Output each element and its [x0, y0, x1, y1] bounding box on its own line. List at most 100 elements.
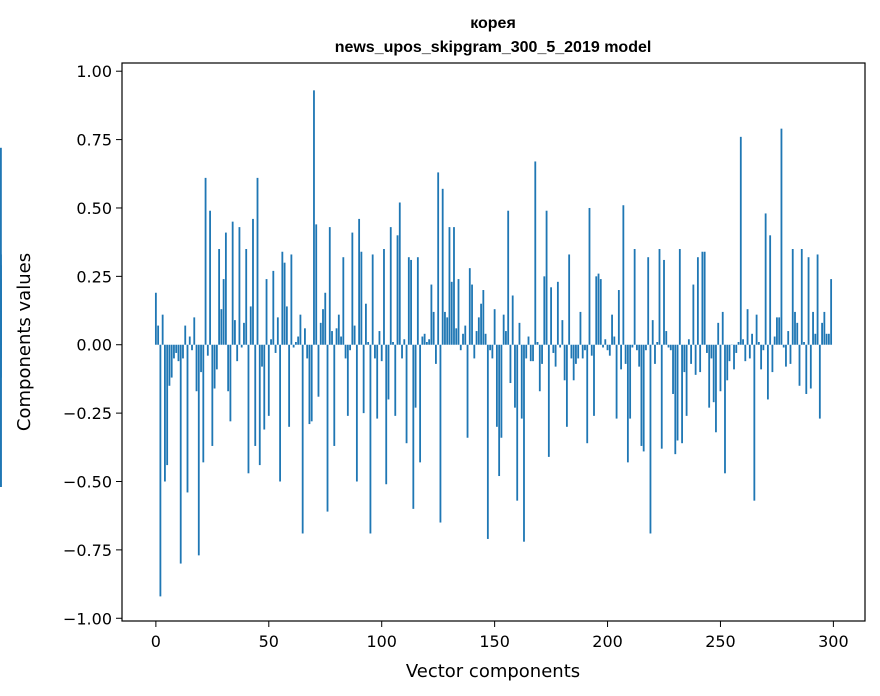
- bar-5: [166, 344, 169, 466]
- bar-198: [602, 344, 604, 348]
- bar-291: [812, 311, 814, 345]
- bar-96: [371, 254, 374, 345]
- bar-251: [721, 311, 724, 345]
- bar-14: [186, 344, 189, 493]
- bar-227: [667, 344, 670, 348]
- bar-28: [218, 249, 221, 345]
- bar-122: [430, 284, 433, 345]
- bar-91: [360, 251, 363, 345]
- bar-207: [622, 205, 625, 345]
- bar-11: [179, 344, 182, 564]
- bar-156: [507, 210, 510, 345]
- bar-124: [435, 344, 437, 364]
- bar-0: [154, 292, 157, 345]
- bar-73: [319, 322, 322, 345]
- bar-undefined: [0, 147, 2, 345]
- bar-41: [247, 344, 250, 474]
- bar-247: [712, 344, 715, 403]
- bar-144: [480, 303, 482, 345]
- y-tick-label: 0.25: [76, 267, 112, 286]
- bar-21: [202, 344, 205, 463]
- bar-199: [604, 339, 607, 345]
- bar-109: [401, 344, 403, 359]
- bar-136: [462, 333, 464, 345]
- bar-161: [518, 322, 521, 345]
- bar-197: [599, 279, 602, 345]
- bar-95: [369, 344, 372, 534]
- bar-134: [457, 279, 460, 345]
- bar-13: [184, 325, 187, 345]
- bar-103: [387, 344, 390, 400]
- bar-280: [787, 331, 790, 345]
- bar-24: [209, 210, 211, 345]
- bar-106: [394, 344, 397, 416]
- bar-174: [547, 344, 550, 457]
- bar-69: [310, 344, 313, 422]
- bar-series: [0, 90, 833, 597]
- bar-146: [484, 333, 487, 345]
- bar-137: [464, 325, 467, 345]
- bar-140: [471, 284, 473, 345]
- bar-276: [778, 317, 781, 345]
- bar-70: [313, 90, 315, 345]
- bar-56: [281, 251, 284, 345]
- bar-17: [193, 317, 196, 345]
- bar-171: [541, 344, 543, 364]
- bar-4: [164, 344, 166, 482]
- bar-288: [805, 344, 808, 394]
- bar-123: [432, 311, 435, 345]
- bar-74: [322, 309, 324, 345]
- x-axis-ticks: 0 50 100 150 200 250 300: [151, 621, 849, 651]
- bar-272: [769, 235, 772, 345]
- bar-113: [410, 259, 412, 345]
- bar-232: [678, 249, 681, 345]
- bar-270: [764, 213, 767, 345]
- y-tick-label: 0.50: [76, 199, 112, 218]
- bar-205: [617, 290, 620, 345]
- bar-187: [577, 344, 580, 359]
- bar-150: [493, 309, 496, 345]
- bar-294: [818, 344, 821, 419]
- x-tick-label: 200: [592, 632, 623, 651]
- bar-116: [416, 257, 419, 345]
- bar-282: [791, 249, 794, 345]
- bar-183: [568, 254, 571, 345]
- bar-133: [455, 328, 458, 345]
- bar-126: [439, 344, 442, 523]
- bar-236: [687, 339, 690, 345]
- bar-101: [383, 249, 385, 345]
- bar-1: [157, 325, 160, 345]
- bar-79: [333, 344, 336, 446]
- bar-62: [294, 342, 297, 345]
- bar-209: [626, 344, 629, 463]
- bar-77: [328, 227, 331, 345]
- bar-30: [222, 279, 225, 345]
- bar-128: [444, 311, 446, 345]
- bar-125: [437, 172, 440, 345]
- bar-292: [814, 333, 817, 345]
- y-tick-label: 1.00: [76, 62, 112, 81]
- bar-110: [403, 339, 406, 345]
- bar-129: [446, 317, 449, 345]
- bar-108: [398, 202, 401, 345]
- bar-38: [240, 344, 243, 348]
- bar-188: [579, 311, 582, 345]
- bar-32: [227, 344, 230, 392]
- bar-237: [690, 344, 693, 364]
- bar-250: [719, 344, 722, 392]
- bar-298: [827, 333, 830, 345]
- bar-48: [263, 344, 266, 430]
- bar-192: [588, 207, 591, 345]
- bar-226: [665, 331, 668, 345]
- bar-139: [468, 268, 471, 345]
- bar-182: [565, 344, 568, 427]
- bar-264: [751, 333, 753, 345]
- bar-98: [376, 344, 379, 419]
- bar-81: [337, 314, 340, 345]
- bar-271: [766, 344, 769, 400]
- bar-268: [760, 344, 763, 370]
- bar-67: [306, 344, 309, 359]
- bar-107: [396, 235, 399, 345]
- bar-120: [425, 342, 428, 345]
- bar-283: [794, 311, 796, 345]
